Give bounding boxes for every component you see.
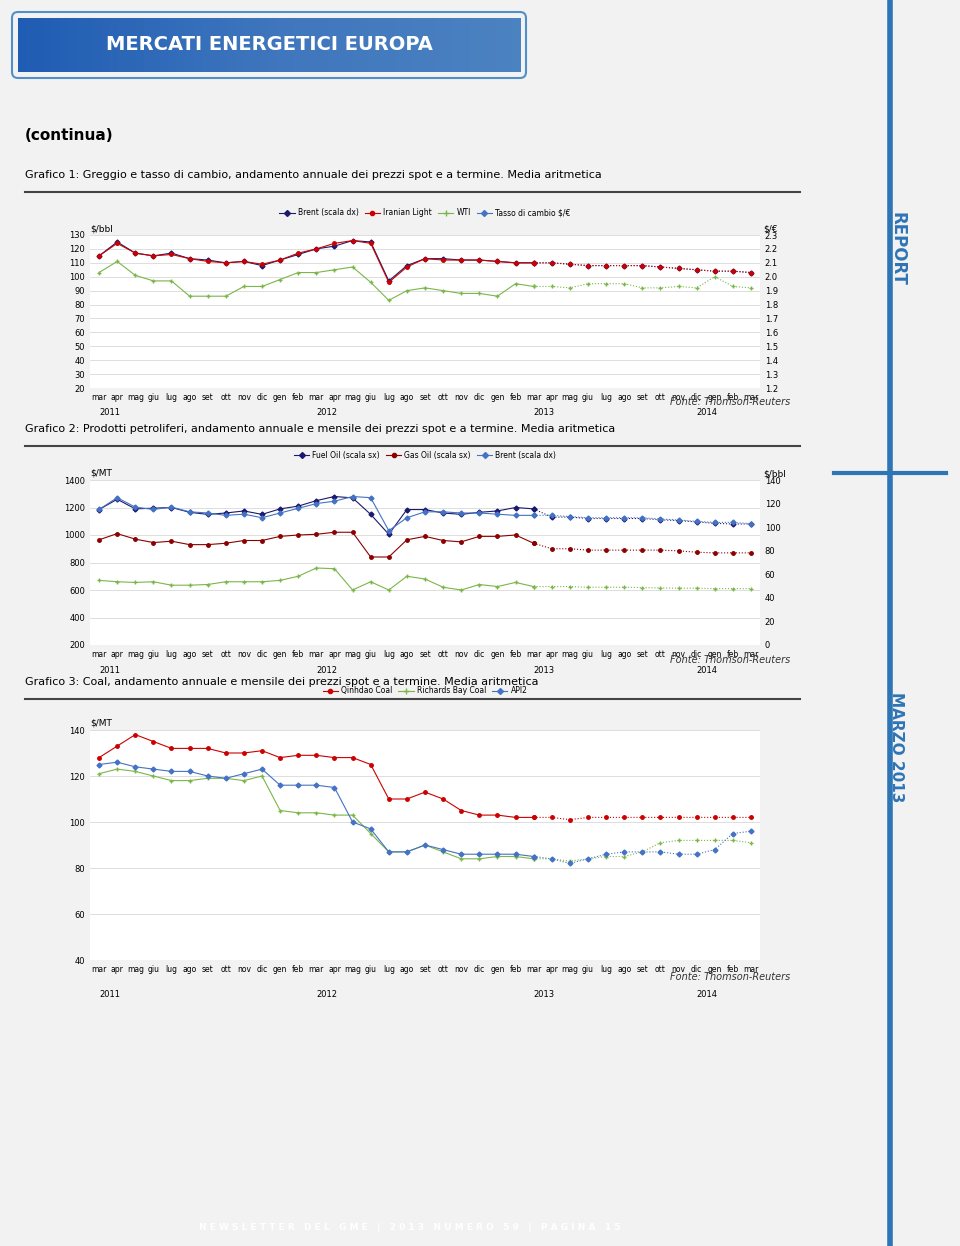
Text: $/bbl: $/bbl	[90, 224, 113, 233]
Bar	[302, 17, 312, 72]
Bar	[444, 17, 454, 72]
Text: MERCATI ENERGETICI EUROPA: MERCATI ENERGETICI EUROPA	[106, 35, 432, 55]
Text: 2011: 2011	[99, 407, 120, 417]
Bar	[177, 17, 186, 72]
Bar	[512, 17, 521, 72]
Text: (continua): (continua)	[25, 128, 113, 143]
Bar	[403, 17, 412, 72]
Bar	[77, 17, 86, 72]
Text: $/MT: $/MT	[90, 719, 112, 728]
Bar	[52, 17, 60, 72]
Text: $/bbl: $/bbl	[763, 470, 786, 478]
Text: Fonte: Thomson-Reuters: Fonte: Thomson-Reuters	[670, 972, 790, 982]
Text: N E W S L E T T E R   D E L   G M E   |   2 0 1 3   N U M E R O   5 9   |   P A : N E W S L E T T E R D E L G M E | 2 0 1 …	[200, 1222, 621, 1231]
Text: 2014: 2014	[697, 407, 718, 417]
Bar	[60, 17, 69, 72]
Bar	[378, 17, 387, 72]
Bar	[469, 17, 479, 72]
Bar	[336, 17, 346, 72]
Text: Fonte: Thomson-Reuters: Fonte: Thomson-Reuters	[670, 655, 790, 665]
Bar	[319, 17, 328, 72]
Text: Grafico 1: Greggio e tasso di cambio, andamento annuale dei prezzi spot e a term: Grafico 1: Greggio e tasso di cambio, an…	[25, 169, 602, 179]
Bar	[84, 17, 94, 72]
Bar	[43, 17, 53, 72]
Bar	[411, 17, 420, 72]
Bar	[35, 17, 44, 72]
Bar	[370, 17, 379, 72]
Text: Fonte: Thomson-Reuters: Fonte: Thomson-Reuters	[670, 397, 790, 407]
Bar	[361, 17, 371, 72]
Bar	[277, 17, 287, 72]
Text: 2011: 2011	[99, 667, 120, 675]
Bar	[495, 17, 504, 72]
Bar	[210, 17, 220, 72]
Text: 2013: 2013	[534, 407, 555, 417]
Bar	[169, 17, 178, 72]
Bar	[118, 17, 128, 72]
Bar	[327, 17, 337, 72]
Bar	[228, 17, 236, 72]
Bar	[345, 17, 353, 72]
Legend: Fuel Oil (scala sx), Gas Oil (scala sx), Brent (scala dx): Fuel Oil (scala sx), Gas Oil (scala sx),…	[291, 447, 559, 462]
Bar	[420, 17, 429, 72]
Bar	[487, 17, 496, 72]
Text: REPORT: REPORT	[888, 212, 906, 287]
Text: 2012: 2012	[317, 989, 337, 999]
Text: 2014: 2014	[697, 989, 718, 999]
Bar	[462, 17, 470, 72]
Bar	[453, 17, 463, 72]
Text: 2012: 2012	[317, 407, 337, 417]
Bar	[135, 17, 145, 72]
Bar	[269, 17, 278, 72]
Bar	[437, 17, 445, 72]
Bar	[478, 17, 488, 72]
Bar	[428, 17, 438, 72]
Legend: Brent (scala dx), Iranian Light, WTI, Tasso di cambio $/€: Brent (scala dx), Iranian Light, WTI, Ta…	[276, 206, 573, 221]
Bar	[160, 17, 170, 72]
Bar	[202, 17, 211, 72]
Text: 2013: 2013	[534, 667, 555, 675]
Text: 2011: 2011	[99, 989, 120, 999]
Bar	[395, 17, 404, 72]
Bar	[386, 17, 396, 72]
Text: Grafico 2: Prodotti petroliferi, andamento annuale e mensile dei prezzi spot e a: Grafico 2: Prodotti petroliferi, andamen…	[25, 424, 615, 434]
Bar	[286, 17, 295, 72]
Bar	[235, 17, 245, 72]
Bar	[68, 17, 78, 72]
Text: 2012: 2012	[317, 667, 337, 675]
Bar	[26, 17, 36, 72]
Bar	[143, 17, 153, 72]
Bar	[219, 17, 228, 72]
Bar	[352, 17, 362, 72]
Bar	[294, 17, 303, 72]
Bar	[311, 17, 321, 72]
Bar	[152, 17, 161, 72]
Bar	[102, 17, 111, 72]
Legend: Qinhdao Coal, Richards Bay Coal, API2: Qinhdao Coal, Richards Bay Coal, API2	[320, 683, 531, 698]
Text: $/MT: $/MT	[90, 468, 112, 477]
Text: Grafico 3: Coal, andamento annuale e mensile dei prezzi spot e a termine. Media : Grafico 3: Coal, andamento annuale e men…	[25, 677, 539, 687]
Text: MARZO 2013: MARZO 2013	[890, 693, 904, 802]
Bar	[503, 17, 513, 72]
Bar	[185, 17, 195, 72]
Bar	[110, 17, 119, 72]
Bar	[244, 17, 253, 72]
Text: 2014: 2014	[697, 667, 718, 675]
Text: $/€: $/€	[763, 224, 779, 233]
Text: 2013: 2013	[534, 989, 555, 999]
Bar	[93, 17, 103, 72]
Bar	[260, 17, 270, 72]
Bar	[127, 17, 136, 72]
Bar	[18, 17, 28, 72]
Bar	[194, 17, 204, 72]
Bar	[252, 17, 262, 72]
